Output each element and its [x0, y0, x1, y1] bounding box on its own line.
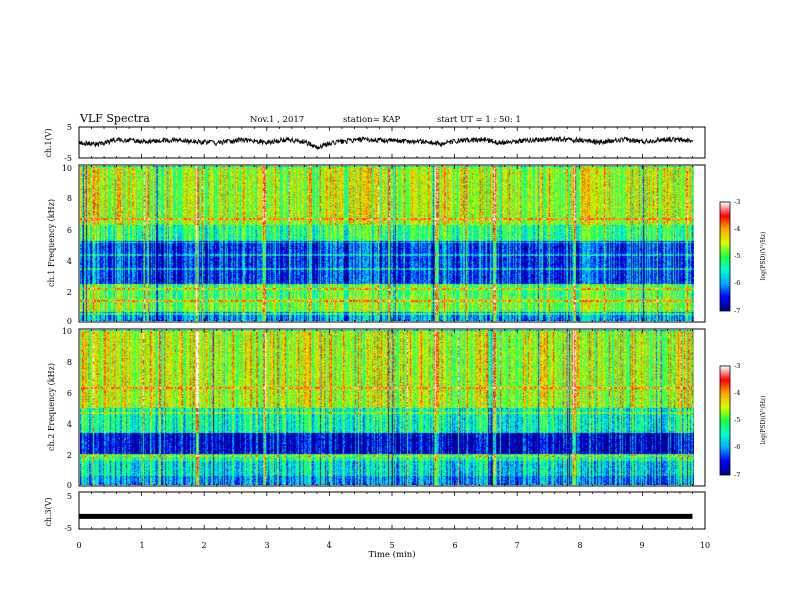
date-label: Nov.1 , 2017 — [250, 115, 304, 125]
spectrogram-ch2-canvas — [80, 330, 694, 485]
waveform-ch3-ytick-top: 5 — [67, 492, 72, 501]
spectrogram-ch2-frame — [78, 328, 706, 487]
waveform-ch1-ylabel: ch.1(V) — [44, 128, 53, 157]
spectrogram-ch2-ytick-0: 0 — [67, 481, 72, 490]
colorbar-ch1-tick-m5: -5 — [734, 252, 740, 260]
colorbar-ch1-frame — [719, 201, 731, 312]
x-tick-4: 4 — [326, 541, 331, 550]
spectrogram-ch1-ytick-10: 10 — [62, 164, 72, 173]
station-label: station= KAP — [343, 115, 401, 125]
x-tick-6: 6 — [452, 541, 457, 550]
waveform-ch1-ytick-top: 5 — [67, 123, 72, 132]
spectrogram-ch1-ytick-2: 2 — [67, 288, 72, 297]
spectrogram-ch1-ytick-4: 4 — [67, 257, 72, 266]
colorbar-ch2: -3 -4 -5 -6 -7 log(PSD)(V²/Hz) — [719, 362, 767, 479]
waveform-ch1-ytick-bottom: -5 — [64, 154, 72, 163]
x-tick-7: 7 — [514, 541, 519, 550]
colorbar-ch2-tick-m4: -4 — [734, 389, 740, 397]
colorbar-ch1-canvas — [720, 202, 730, 311]
x-axis: 0 1 2 3 4 5 6 7 8 9 10 Time (min) — [76, 541, 710, 560]
x-tick-9: 9 — [639, 541, 644, 550]
spectrogram-ch2-ytick-2: 2 — [67, 451, 72, 460]
colorbar-ch1-tick-m4: -4 — [734, 225, 740, 233]
x-tick-1: 1 — [139, 541, 144, 550]
x-tick-0: 0 — [76, 541, 81, 550]
colorbar-ch1: -3 -4 -5 -6 -7 log(PSD)(V²/Hz) — [719, 198, 767, 315]
spectrogram-ch1-ylabel: ch.1 Frequency (kHz) — [47, 199, 56, 287]
spectrogram-ch1-canvas — [80, 166, 694, 321]
spectrogram-ch2-ylabel: ch.2 Frequency (kHz) — [47, 363, 56, 451]
waveform-ch3-panel: 5 -5 ch.3(V) — [44, 491, 706, 533]
colorbar-ch2-tick-m6: -6 — [734, 443, 740, 451]
colorbar-ch2-canvas — [720, 366, 730, 475]
waveform-ch1-panel: 5 -5 ch.1(V) — [44, 123, 706, 163]
colorbar-ch1-tick-m3: -3 — [734, 198, 740, 206]
waveform-ch3-ytick-bottom: -5 — [64, 524, 72, 533]
waveform-ch3-frame — [78, 491, 706, 530]
waveform-ch1-frame — [78, 126, 706, 159]
spectrogram-ch1-panel: 0 2 4 6 8 10 ch.1 Frequency (kHz) — [47, 164, 706, 326]
spectrogram-ch2-ytick-6: 6 — [67, 389, 72, 398]
colorbar-ch1-label: log(PSD)(V²/Hz) — [760, 232, 767, 281]
spectrogram-ch1-ytick-0: 0 — [67, 317, 72, 326]
x-tick-8: 8 — [577, 541, 582, 550]
start-time-label: start UT = 1 : 50: 1 — [437, 115, 521, 125]
spectrogram-ch2-ytick-10: 10 — [62, 327, 72, 336]
spectrogram-ch2-ytick-4: 4 — [67, 420, 72, 429]
x-tick-5: 5 — [389, 541, 394, 550]
spectrogram-ch1-frame — [78, 164, 706, 323]
spectrogram-ch1-ytick-8: 8 — [67, 194, 72, 203]
waveform-ch1-line — [78, 135, 693, 150]
colorbar-ch1-tick-m6: -6 — [734, 279, 740, 287]
x-tick-10: 10 — [700, 541, 710, 550]
colorbar-ch2-frame — [719, 365, 731, 476]
waveform-ch3-ticks — [78, 492, 706, 529]
waveform-ch3-ylabel: ch.3(V) — [44, 497, 53, 526]
colorbar-ch2-tick-m3: -3 — [734, 362, 740, 370]
colorbar-ch2-tick-m7: -7 — [734, 471, 740, 479]
x-tick-3: 3 — [264, 541, 269, 550]
spectrogram-ch1-ytick-6: 6 — [67, 226, 72, 235]
colorbar-ch2-label: log(PSD)(V²/Hz) — [760, 396, 767, 445]
colorbar-ch2-tick-m5: -5 — [734, 416, 740, 424]
colorbar-ch1-tick-m7: -7 — [734, 307, 740, 315]
figure-title: VLF Spectra — [79, 112, 150, 125]
x-axis-label: Time (min) — [368, 549, 415, 560]
spectrogram-ch2-ytick-8: 8 — [67, 358, 72, 367]
x-tick-2: 2 — [201, 541, 206, 550]
spectrogram-ch2-panel: 0 2 4 6 8 10 ch.2 Frequency (kHz) — [47, 327, 706, 490]
